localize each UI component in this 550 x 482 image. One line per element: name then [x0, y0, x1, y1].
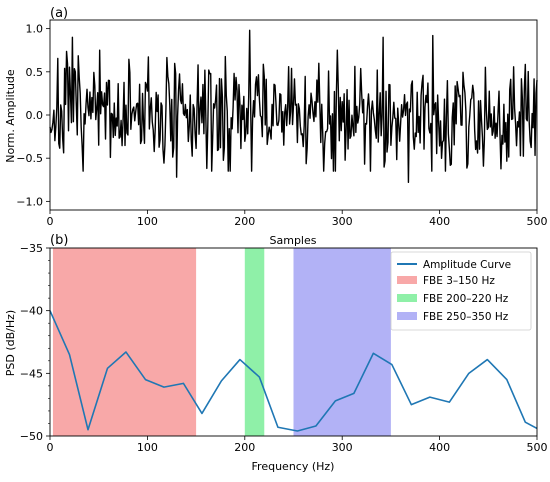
panel-a-xtick-label: 500	[527, 215, 548, 228]
panel-b-label: (b)	[50, 233, 68, 248]
panel-b-plot-area	[49, 247, 538, 437]
panel-b-xlabel: Frequency (Hz)	[252, 460, 335, 473]
panel-a-xtick-label: 400	[429, 215, 450, 228]
panel-a-ytick-label: −0.5	[16, 152, 43, 165]
legend-swatch-band-3	[397, 312, 417, 320]
panel-b-y-axis: −50 −45 −40 −35	[20, 242, 50, 443]
panel-b-xtick-label: 100	[137, 441, 158, 454]
panel-a-label: (a)	[50, 6, 68, 21]
panel-b-ylabel: PSD (dB/Hz)	[4, 310, 17, 376]
panel-a-y-axis: −1.0 −0.5 0.0 0.5 1.0	[16, 23, 50, 208]
legend-label-band-2: FBE 200–220 Hz	[423, 293, 509, 305]
panel-a-xlabel: Samples	[270, 234, 317, 247]
panel-a-ylabel: Norm. Amplitude	[4, 69, 17, 163]
panel-b-ytick-label: −35	[20, 242, 43, 255]
panel-a-plot-area	[49, 19, 538, 211]
panel-a-x-axis: 0 100 200 300 400 500	[47, 210, 548, 228]
panel-b-xtick-label: 500	[527, 441, 548, 454]
panel-b-xtick-label: 300	[332, 441, 353, 454]
legend-swatch-band-2	[397, 294, 417, 302]
legend-box	[390, 251, 532, 331]
legend: Amplitude Curve FBE 3–150 Hz FBE 200–220…	[390, 251, 532, 331]
panel-b-x-axis: 0 100 200 300 400 500	[47, 436, 548, 454]
panel-b-ytick-label: −45	[20, 367, 43, 380]
panel-b-frame	[49, 247, 538, 437]
panel-a-xtick-label: 300	[332, 215, 353, 228]
panel-b-xtick-label: 200	[234, 441, 255, 454]
panel-a-ytick-label: 1.0	[26, 23, 44, 36]
panel-a-ytick-label: −1.0	[16, 195, 43, 208]
legend-label-band-1: FBE 3–150 Hz	[423, 275, 495, 287]
panel-b-ytick-label: −40	[20, 305, 43, 318]
panel-a-xtick-label: 200	[234, 215, 255, 228]
panel-b-ytick-label: −50	[20, 430, 43, 443]
panel-a: (a) 0 100 200 300 400 500 −1.0 −0.5 0.0 0.5 1.0 S…	[4, 6, 548, 247]
panel-a-ytick-label: 0.0	[26, 109, 44, 122]
panel-a-ytick-label: 0.5	[26, 66, 44, 79]
panel-b: (b) 0 100 200 300 400 500 −50 −45 −40 −35 Freque…	[4, 233, 548, 473]
legend-swatch-band-1	[397, 276, 417, 284]
legend-label-band-3: FBE 250–350 Hz	[423, 311, 509, 323]
panel-a-xtick-label: 100	[137, 215, 158, 228]
panel-b-xtick-label: 0	[47, 441, 54, 454]
legend-label-amplitude-curve: Amplitude Curve	[423, 259, 511, 271]
panel-b-band-1	[52, 248, 197, 436]
panel-b-band-2	[244, 248, 265, 436]
panel-a-series-line	[49, 29, 538, 184]
panel-b-xtick-label: 400	[429, 441, 450, 454]
panel-b-series-amplitude-curve	[49, 310, 538, 432]
panel-a-xtick-label: 0	[47, 215, 54, 228]
panel-b-band-3	[293, 248, 391, 436]
